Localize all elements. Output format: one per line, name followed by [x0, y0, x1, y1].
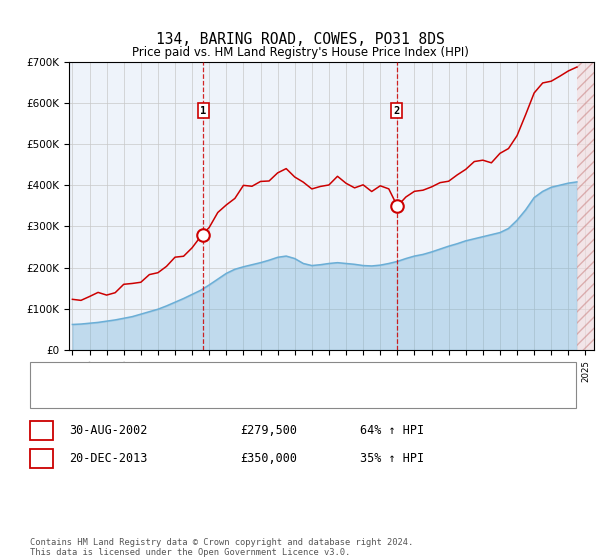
Text: Contains HM Land Registry data © Crown copyright and database right 2024.
This d: Contains HM Land Registry data © Crown c… — [30, 538, 413, 557]
Text: 20-DEC-2013: 20-DEC-2013 — [69, 451, 148, 465]
Text: £350,000: £350,000 — [240, 451, 297, 465]
Text: ——: —— — [51, 367, 79, 381]
Text: 35% ↑ HPI: 35% ↑ HPI — [360, 451, 424, 465]
Text: 2: 2 — [394, 106, 400, 115]
Text: Price paid vs. HM Land Registry's House Price Index (HPI): Price paid vs. HM Land Registry's House … — [131, 46, 469, 59]
Text: 1: 1 — [38, 423, 45, 437]
Polygon shape — [577, 62, 594, 350]
Text: 64% ↑ HPI: 64% ↑ HPI — [360, 423, 424, 437]
Text: 1: 1 — [200, 106, 206, 115]
Text: 2: 2 — [38, 451, 45, 465]
FancyBboxPatch shape — [391, 103, 402, 119]
FancyBboxPatch shape — [198, 103, 209, 119]
Text: 134, BARING ROAD, COWES, PO31 8DS (detached house): 134, BARING ROAD, COWES, PO31 8DS (detac… — [87, 368, 387, 379]
Text: 30-AUG-2002: 30-AUG-2002 — [69, 423, 148, 437]
Text: £279,500: £279,500 — [240, 423, 297, 437]
Text: HPI: Average price, detached house, Isle of Wight: HPI: Average price, detached house, Isle… — [87, 391, 381, 402]
Text: 134, BARING ROAD, COWES, PO31 8DS: 134, BARING ROAD, COWES, PO31 8DS — [155, 32, 445, 48]
Text: ——: —— — [51, 390, 79, 404]
